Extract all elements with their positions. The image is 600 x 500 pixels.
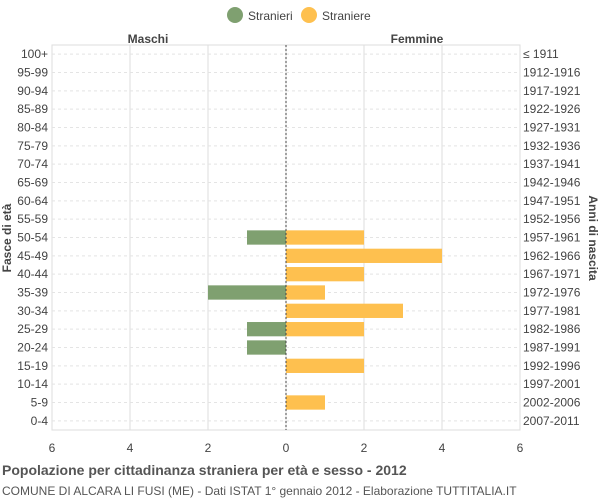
labels-layer: 6 4 2 0 2 4 6 100+ ≤ 1911 95-99 1912-1916 90-94 1917… xyxy=(17,47,580,455)
bar-stranieri xyxy=(247,322,286,337)
chart-source: COMUNE DI ALCARA LI FUSI (ME) - Dati IST… xyxy=(2,484,517,498)
population-pyramid-chart: 6 4 2 0 2 4 6 100+ ≤ 1911 95-99 1912-1916 90-94 1917… xyxy=(0,7,600,455)
bar-straniere xyxy=(286,285,325,300)
age-group-label: 75-79 xyxy=(17,139,48,153)
x-tick-label: 2 xyxy=(205,441,212,455)
age-group-label: 45-49 xyxy=(17,249,48,263)
birth-year-label: 1937-1941 xyxy=(523,157,581,171)
bar-straniere xyxy=(286,358,364,373)
birth-year-label: 1927-1931 xyxy=(523,121,581,135)
legend-label-stranieri: Stranieri xyxy=(248,9,293,23)
x-tick-label: 0 xyxy=(283,441,290,455)
legend-swatch-straniere xyxy=(301,7,317,23)
birth-year-label: 1957-1961 xyxy=(523,231,581,245)
age-group-label: 40-44 xyxy=(17,267,48,281)
age-group-label: 10-14 xyxy=(17,377,48,391)
age-group-label: 60-64 xyxy=(17,194,48,208)
age-group-label: 50-54 xyxy=(17,231,48,245)
bar-stranieri xyxy=(247,340,286,355)
age-group-label: 65-69 xyxy=(17,176,48,190)
right-header-femmine: Femmine xyxy=(391,32,444,46)
age-group-label: 30-34 xyxy=(17,304,48,318)
bar-straniere xyxy=(286,322,364,337)
age-group-label: 20-24 xyxy=(17,341,48,355)
birth-year-label: 1912-1916 xyxy=(523,66,581,80)
birth-year-label: 1997-2001 xyxy=(523,377,581,391)
x-tick-label: 2 xyxy=(361,441,368,455)
birth-year-label: 1942-1946 xyxy=(523,176,581,190)
age-group-label: 55-59 xyxy=(17,212,48,226)
birth-year-label: 1987-1991 xyxy=(523,341,581,355)
birth-year-label: 1917-1921 xyxy=(523,84,581,98)
birth-year-label: 1947-1951 xyxy=(523,194,581,208)
y-axis-title-right: Anni di nascita xyxy=(586,195,600,281)
x-tick-label: 6 xyxy=(517,441,524,455)
bar-straniere xyxy=(286,230,364,245)
bar-straniere xyxy=(286,395,325,410)
age-group-label: 95-99 xyxy=(17,66,48,80)
birth-year-label: 1982-1986 xyxy=(523,322,581,336)
birth-year-label: 1972-1976 xyxy=(523,286,581,300)
legend-swatch-stranieri xyxy=(227,7,243,23)
birth-year-label: ≤ 1911 xyxy=(523,47,559,61)
age-group-label: 70-74 xyxy=(17,157,48,171)
bar-straniere xyxy=(286,303,403,318)
birth-year-label: 1932-1936 xyxy=(523,139,581,153)
age-group-label: 80-84 xyxy=(17,121,48,135)
birth-year-label: 1922-1926 xyxy=(523,102,581,116)
age-group-label: 85-89 xyxy=(17,102,48,116)
y-axis-title-left: Fasce di età xyxy=(0,203,14,272)
left-header-maschi: Maschi xyxy=(128,32,169,46)
age-group-label: 15-19 xyxy=(17,359,48,373)
bars-layer xyxy=(208,45,442,430)
bar-straniere xyxy=(286,248,442,263)
birth-year-label: 1992-1996 xyxy=(523,359,581,373)
birth-year-label: 1962-1966 xyxy=(523,249,581,263)
bar-straniere xyxy=(286,267,364,282)
bar-stranieri xyxy=(247,230,286,245)
legend: Stranieri Straniere xyxy=(227,7,371,23)
x-tick-label: 4 xyxy=(439,441,446,455)
age-group-label: 25-29 xyxy=(17,322,48,336)
age-group-label: 35-39 xyxy=(17,286,48,300)
birth-year-label: 2002-2006 xyxy=(523,396,581,410)
age-group-label: 100+ xyxy=(21,47,48,61)
bar-stranieri xyxy=(208,285,286,300)
chart-title: Popolazione per cittadinanza straniera p… xyxy=(2,462,407,478)
x-tick-label: 6 xyxy=(49,441,56,455)
x-tick-label: 4 xyxy=(127,441,134,455)
birth-year-label: 1977-1981 xyxy=(523,304,581,318)
legend-label-straniere: Straniere xyxy=(322,9,371,23)
age-group-label: 0-4 xyxy=(31,414,49,428)
birth-year-label: 1967-1971 xyxy=(523,267,581,281)
birth-year-label: 2007-2011 xyxy=(523,414,580,428)
age-group-label: 5-9 xyxy=(31,396,49,410)
age-group-label: 90-94 xyxy=(17,84,48,98)
birth-year-label: 1952-1956 xyxy=(523,212,581,226)
